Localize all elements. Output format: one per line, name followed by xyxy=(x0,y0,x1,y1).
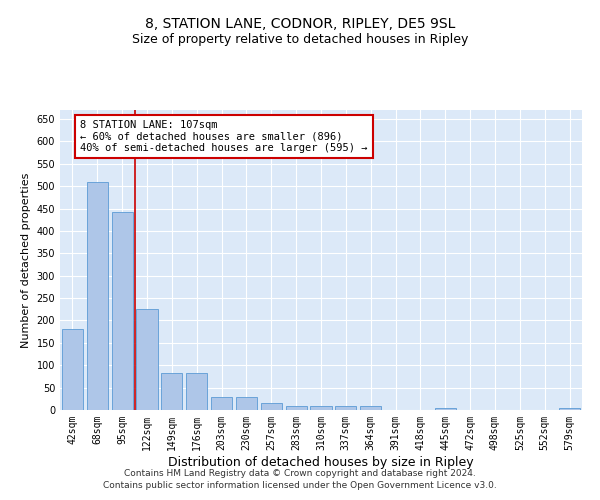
Bar xyxy=(87,182,108,410)
Bar xyxy=(360,406,381,410)
Bar xyxy=(261,404,282,410)
Text: Contains HM Land Registry data © Crown copyright and database right 2024.
Contai: Contains HM Land Registry data © Crown c… xyxy=(103,468,497,490)
Bar xyxy=(559,408,580,410)
Bar xyxy=(335,406,356,410)
Bar xyxy=(435,408,456,410)
Y-axis label: Number of detached properties: Number of detached properties xyxy=(21,172,31,348)
Bar xyxy=(211,396,232,410)
Bar xyxy=(236,398,257,410)
Bar xyxy=(310,406,332,410)
Bar xyxy=(62,330,83,410)
Bar xyxy=(286,406,307,410)
Bar xyxy=(186,373,207,410)
Text: Size of property relative to detached houses in Ripley: Size of property relative to detached ho… xyxy=(132,32,468,46)
Bar xyxy=(161,373,182,410)
X-axis label: Distribution of detached houses by size in Ripley: Distribution of detached houses by size … xyxy=(168,456,474,468)
Bar xyxy=(112,212,133,410)
Text: 8, STATION LANE, CODNOR, RIPLEY, DE5 9SL: 8, STATION LANE, CODNOR, RIPLEY, DE5 9SL xyxy=(145,18,455,32)
Bar xyxy=(136,310,158,410)
Text: 8 STATION LANE: 107sqm
← 60% of detached houses are smaller (896)
40% of semi-de: 8 STATION LANE: 107sqm ← 60% of detached… xyxy=(80,120,367,153)
